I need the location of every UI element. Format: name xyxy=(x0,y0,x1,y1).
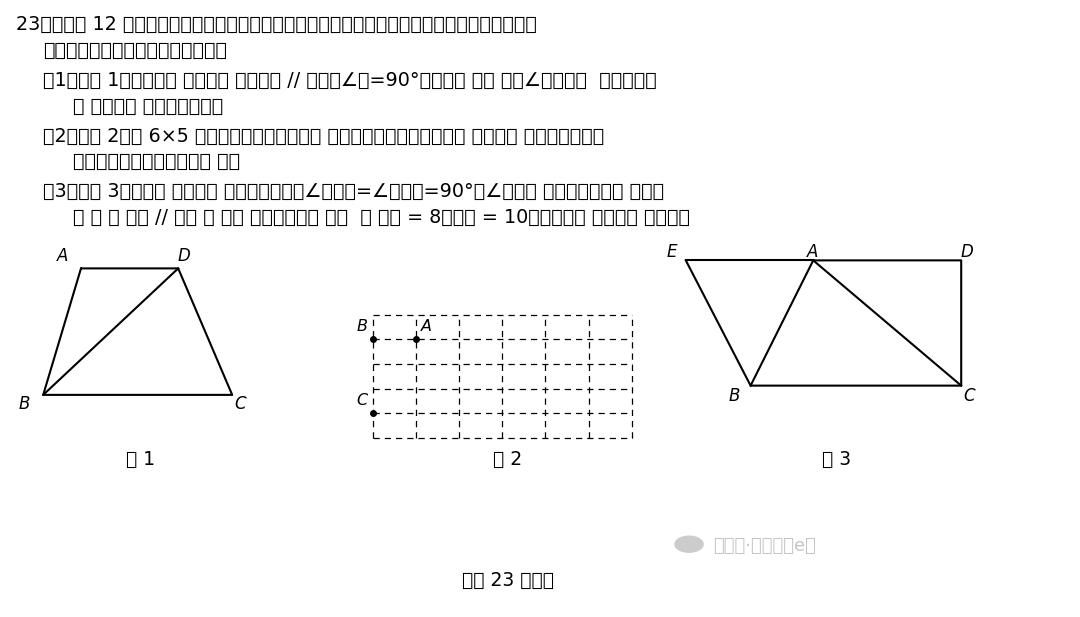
Text: （第 23 题图）: （第 23 题图） xyxy=(461,571,554,589)
Text: B: B xyxy=(356,320,367,334)
Text: 形，相等两邻边的夹角称为邻等角．: 形，相等两邻边的夹角称为邻等角． xyxy=(43,41,227,60)
Text: C: C xyxy=(356,394,367,408)
Text: A: A xyxy=(421,320,432,334)
Text: 23．（本题 12 分）定义：有两个相邻的内角是直角，并且有两条邻边相等的四边形称为邻等四边: 23．（本题 12 分）定义：有两个相邻的内角是直角，并且有两条邻边相等的四边形… xyxy=(16,15,537,35)
Text: B: B xyxy=(18,395,29,413)
Text: E: E xyxy=(666,242,677,261)
Circle shape xyxy=(675,536,703,552)
Text: B: B xyxy=(729,387,740,405)
Text: A: A xyxy=(807,242,818,261)
Text: 图 1: 图 1 xyxy=(126,450,154,469)
Text: （2）如图 2，在 6×5 的方格纸中，Ａ，Ｂ，Ｃ 三点均在格点上，若四边形 ＡＢＣＤ 是邻等四边形，: （2）如图 2，在 6×5 的方格纸中，Ａ，Ｂ，Ｃ 三点均在格点上，若四边形 Ａ… xyxy=(43,126,605,146)
Text: 请画出所有符合条件的格点 Ｄ．: 请画出所有符合条件的格点 Ｄ． xyxy=(73,152,241,172)
Text: （3）如图 3，四边形 ＡＢＣＤ 是邻等四边形，∠ＤＡＢ=∠ＡＢＣ=90°，∠ＢＣＤ 为邻等角，连结 ＡＣ，: （3）如图 3，四边形 ＡＢＣＤ 是邻等四边形，∠ＤＡＢ=∠ＡＢＣ=90°，∠Ｂ… xyxy=(43,182,664,201)
Text: 公众号·初中数学e家: 公众号·初中数学e家 xyxy=(713,537,815,555)
Text: C: C xyxy=(963,387,974,405)
Text: 图 2: 图 2 xyxy=(494,450,522,469)
Text: D: D xyxy=(177,247,190,265)
Text: 图 3: 图 3 xyxy=(823,450,851,469)
Text: 形 ＡＢＣＤ 为邻等四边形．: 形 ＡＢＣＤ 为邻等四边形． xyxy=(73,97,224,116)
Text: （1）如图 1，在四边形 ＡＢＣＤ 中，ＡＤ // ＢＣ，∠Ａ=90°，对角线 ＢＤ 平分∠ＡＤＣ．  求证：四边: （1）如图 1，在四边形 ＡＢＣＤ 中，ＡＤ // ＢＣ，∠Ａ=90°，对角线 … xyxy=(43,71,657,90)
Text: D: D xyxy=(960,242,973,261)
Text: A: A xyxy=(57,247,68,265)
Text: C: C xyxy=(234,395,245,413)
Text: 过 Ｂ 作 ＢＥ // ＡＣ 交 ＤＡ 的延长线于点 Ｅ．  若 ＡＣ = 8，ＤＥ = 10，求四边形 ＥＢＣＤ 的周长．: 过 Ｂ 作 ＢＥ // ＡＣ 交 ＤＡ 的延长线于点 Ｅ． 若 ＡＣ = 8，Ｄ… xyxy=(73,208,690,227)
